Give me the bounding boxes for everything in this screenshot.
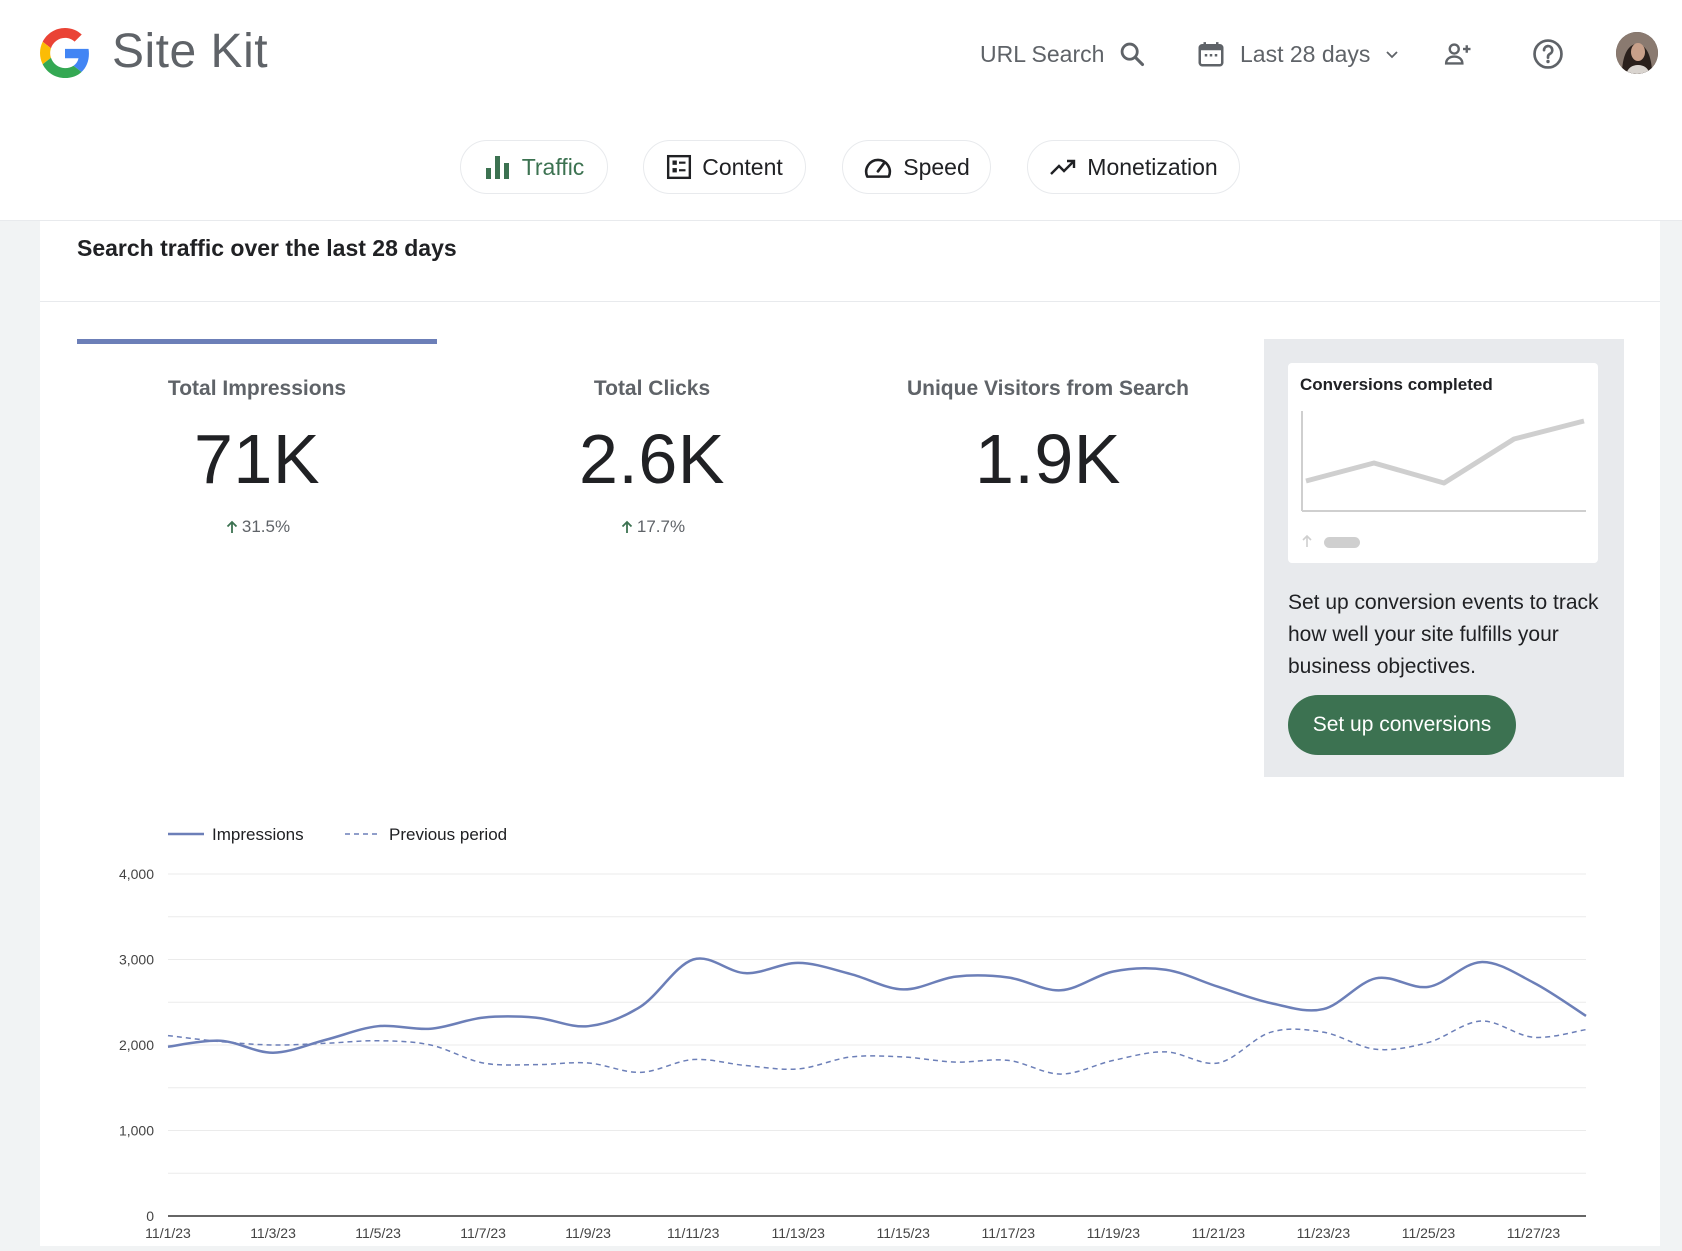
set-up-conversions-button[interactable]: Set up conversions xyxy=(1288,695,1516,755)
chevron-down-icon xyxy=(1386,51,1399,59)
legend-label-previous-period: Previous period xyxy=(389,825,507,844)
url-search-label: URL Search xyxy=(980,40,1105,67)
legend-label-impressions: Impressions xyxy=(212,825,304,844)
tab-content[interactable]: Content xyxy=(643,140,806,194)
metric-change-value: 31.5% xyxy=(241,517,291,536)
trending-up-icon xyxy=(1050,159,1076,175)
x-tick-label: 11/5/23 xyxy=(355,1225,401,1241)
metric-value: 2.6K xyxy=(579,420,725,498)
metric-value: 71K xyxy=(193,420,321,498)
x-tick-label: 11/13/23 xyxy=(771,1225,825,1241)
series-line-previous-period xyxy=(167,1020,1587,1075)
arrow-up-icon xyxy=(621,520,633,533)
metric-selected-indicator xyxy=(77,339,437,344)
y-tick-label: 3,000 xyxy=(119,952,154,968)
y-tick-label: 0 xyxy=(146,1208,154,1224)
user-avatar[interactable] xyxy=(1616,32,1658,74)
search-icon xyxy=(1121,42,1145,67)
card-title: Search traffic over the last 28 days xyxy=(77,235,457,261)
conversions-cta-panel: Conversions completed Set up conversion … xyxy=(1264,339,1624,777)
x-tick-label: 11/7/23 xyxy=(460,1225,506,1241)
y-tick-label: 4,000 xyxy=(119,866,154,882)
metric-change-value: 17.7% xyxy=(636,517,686,536)
content-list-icon xyxy=(667,154,692,180)
x-tick-label: 11/21/23 xyxy=(1192,1225,1246,1241)
metric-unique-visitors[interactable]: Unique Visitors from Search 1.9K xyxy=(868,339,1228,499)
tab-traffic[interactable]: Traffic xyxy=(460,140,608,194)
google-logo-icon xyxy=(40,28,89,78)
calendar-icon xyxy=(1198,42,1224,67)
conversions-title: Conversions completed xyxy=(1300,375,1493,394)
arrow-up-icon xyxy=(226,520,238,533)
site-kit-title: Site Kit xyxy=(112,25,269,78)
conversions-placeholder-chart xyxy=(1301,411,1586,548)
date-range-selector[interactable]: Last 28 days xyxy=(1196,34,1400,74)
add-user-button[interactable] xyxy=(1438,34,1478,74)
x-tick-label: 11/1/23 xyxy=(145,1225,191,1241)
tab-speed-label: Speed xyxy=(903,153,970,180)
conversions-description: Set up conversion events to track how we… xyxy=(1288,591,1599,678)
series-line-impressions xyxy=(167,957,1587,1054)
tab-traffic-label: Traffic xyxy=(521,153,585,180)
metric-label: Total Clicks xyxy=(593,377,711,400)
tab-content-label: Content xyxy=(702,153,783,180)
conversions-preview-card: Conversions completed xyxy=(1288,363,1598,563)
x-tick-label: 11/17/23 xyxy=(982,1225,1036,1241)
x-tick-label: 11/27/23 xyxy=(1507,1225,1561,1241)
metric-label: Unique Visitors from Search xyxy=(906,377,1190,400)
metric-total-impressions[interactable]: Total Impressions 71K 31.5% xyxy=(77,339,437,537)
metric-change: 17.7% xyxy=(472,517,832,537)
x-tick-label: 11/23/23 xyxy=(1297,1225,1351,1241)
card-divider xyxy=(40,301,1660,302)
x-tick-label: 11/15/23 xyxy=(877,1225,931,1241)
speedometer-icon xyxy=(865,158,892,178)
avatar-icon xyxy=(1616,32,1658,74)
tab-monetization[interactable]: Monetization xyxy=(1027,140,1240,194)
y-tick-label: 1,000 xyxy=(119,1123,154,1139)
url-search-button[interactable]: URL Search xyxy=(980,34,1146,74)
add-user-icon xyxy=(1444,43,1471,65)
tab-speed[interactable]: Speed xyxy=(842,140,991,194)
bar-chart-icon xyxy=(485,156,509,179)
app-header: Site Kit URL Search Last 28 days xyxy=(0,0,1682,221)
dashboard-tabs: Traffic Content Speed Monetiz xyxy=(0,140,1682,198)
tab-monetization-label: Monetization xyxy=(1087,153,1218,180)
metric-total-clicks[interactable]: Total Clicks 2.6K 17.7% xyxy=(472,339,832,537)
search-traffic-card: Search traffic over the last 28 days Tot… xyxy=(40,221,1660,1246)
y-tick-label: 2,000 xyxy=(119,1037,154,1053)
help-icon xyxy=(1533,39,1563,69)
help-button[interactable] xyxy=(1528,34,1568,74)
impressions-chart-container: 0 1,000 2,000 3,000 4,000 11/1/23 11/3/23 11/5/… xyxy=(40,816,1660,1246)
metric-value: 1.9K xyxy=(975,420,1121,498)
date-range-label: Last 28 days xyxy=(1240,40,1371,67)
metric-change: 31.5% xyxy=(77,517,437,537)
x-tick-label: 11/11/23 xyxy=(667,1225,720,1241)
x-tick-label: 11/9/23 xyxy=(565,1225,611,1241)
impressions-line-chart: 0 1,000 2,000 3,000 4,000 11/1/23 11/3/23 11/5/… xyxy=(119,825,1587,1241)
x-tick-label: 11/3/23 xyxy=(250,1225,296,1241)
metric-label: Total Impressions xyxy=(167,377,347,400)
x-tick-label: 11/19/23 xyxy=(1087,1225,1141,1241)
x-tick-label: 11/25/23 xyxy=(1402,1225,1456,1241)
